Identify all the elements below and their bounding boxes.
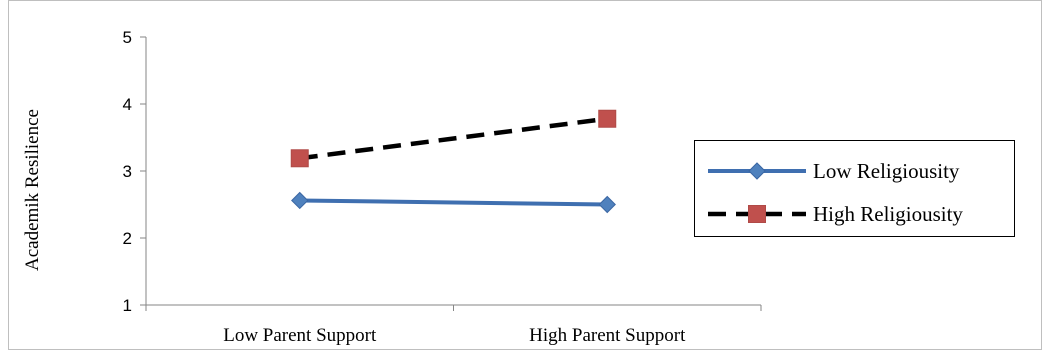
data-point [291, 150, 308, 167]
x-tick-label: Low Parent Support [223, 325, 377, 346]
legend-label: High Religiousity [813, 202, 963, 226]
y-tick-label: 4 [123, 95, 132, 114]
y-tick-label: 3 [123, 162, 132, 181]
y-tick-label: 1 [123, 296, 132, 315]
legend-marker [749, 206, 766, 223]
legend-label: Low Religiousity [813, 159, 960, 183]
y-axis-title: Academik Resilience [22, 109, 43, 271]
data-point [599, 110, 616, 127]
y-tick-label: 2 [123, 229, 132, 248]
y-tick-label: 5 [123, 28, 132, 47]
legend: Low Religiousity High Religiousity [695, 141, 1015, 237]
x-tick-label: High Parent Support [529, 325, 686, 346]
